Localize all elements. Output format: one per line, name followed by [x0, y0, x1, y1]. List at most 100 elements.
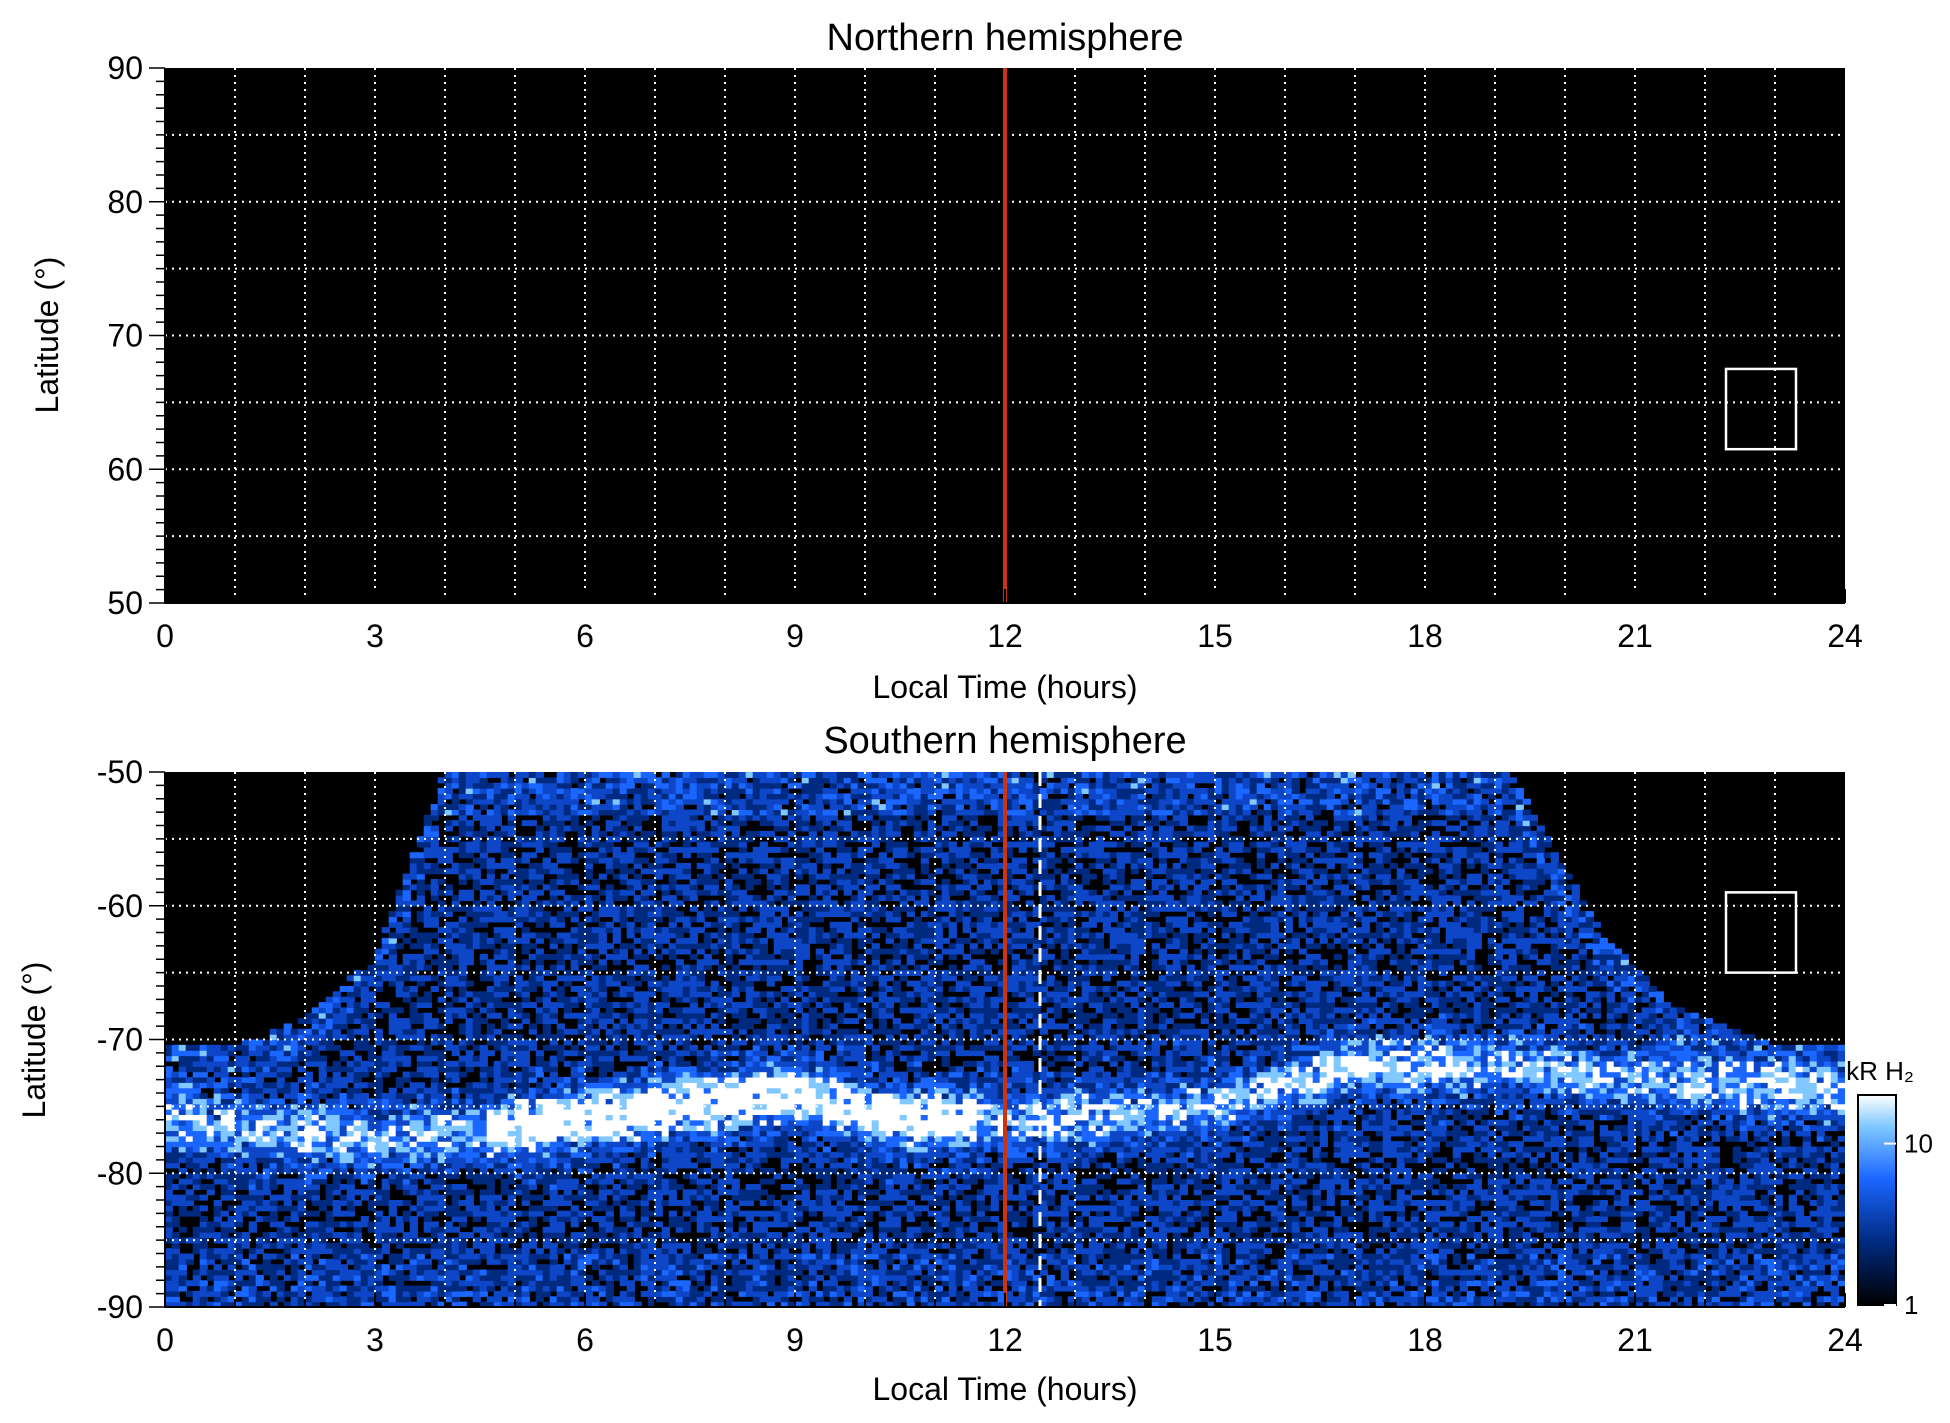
emission-cell — [241, 1109, 250, 1115]
emission-cell — [521, 1221, 530, 1228]
emission-cell — [633, 1055, 642, 1062]
emission-cell — [297, 1280, 306, 1287]
emission-cell — [619, 1301, 628, 1307]
emission-cell — [395, 1007, 404, 1014]
emission-cell — [465, 1290, 474, 1297]
emission-cell — [549, 804, 558, 811]
emission-cell — [220, 1060, 229, 1067]
emission-cell — [521, 820, 530, 827]
emission-cell — [500, 1226, 509, 1233]
emission-cell — [304, 1167, 313, 1174]
emission-cell — [346, 1028, 355, 1035]
emission-cell — [521, 1269, 530, 1276]
emission-cell — [633, 1119, 642, 1126]
emission-cell — [353, 1055, 362, 1062]
emission-cell — [682, 1290, 691, 1297]
emission-cell — [213, 1173, 222, 1180]
emission-cell — [507, 1178, 516, 1185]
emission-cell — [493, 905, 502, 912]
emission-cell — [325, 1146, 334, 1153]
emission-cell — [542, 804, 551, 811]
emission-cell — [563, 1012, 572, 1019]
emission-cell — [165, 1157, 173, 1164]
emission-cell — [318, 1242, 327, 1249]
emission-cell — [171, 1146, 180, 1153]
emission-cell — [640, 1146, 649, 1153]
emission-cell — [668, 857, 677, 864]
emission-cell — [710, 1258, 719, 1265]
emission-cell — [605, 1130, 614, 1137]
emission-cell — [528, 862, 537, 869]
emission-cell — [416, 1194, 425, 1201]
emission-cell — [493, 975, 502, 982]
emission-cell — [472, 830, 481, 837]
emission-cell — [269, 1071, 278, 1078]
emission-cell — [165, 1205, 173, 1212]
emission-cell — [213, 1055, 222, 1062]
emission-cell — [206, 1301, 215, 1307]
emission-cell — [416, 1002, 425, 1008]
emission-cell — [626, 1125, 635, 1132]
emission-cell — [507, 943, 516, 950]
emission-cell — [584, 986, 593, 992]
emission-cell — [570, 857, 579, 864]
emission-cell — [647, 948, 656, 955]
emission-cell — [528, 1125, 537, 1132]
emission-cell — [430, 1226, 439, 1233]
emission-cell — [619, 1114, 628, 1121]
emission-cell — [633, 777, 642, 784]
emission-cell — [479, 825, 488, 832]
emission-cell — [297, 1274, 306, 1281]
emission-cell — [549, 1007, 558, 1014]
emission-cell — [612, 820, 621, 827]
emission-cell — [360, 1125, 369, 1132]
emission-cell — [269, 1082, 278, 1089]
emission-cell — [325, 1221, 334, 1228]
emission-cell — [640, 1242, 649, 1249]
emission-cell — [409, 1216, 418, 1222]
emission-cell — [234, 1167, 243, 1174]
emission-cell — [416, 1301, 425, 1307]
emission-cell — [472, 1125, 481, 1132]
emission-cell — [458, 1071, 467, 1078]
emission-cell — [486, 1028, 495, 1035]
emission-cell — [703, 1018, 712, 1025]
emission-cell — [381, 1060, 390, 1067]
emission-cell — [318, 1082, 327, 1089]
emission-cell — [318, 1066, 327, 1073]
emission-cell — [570, 986, 579, 992]
emission-cell — [269, 1044, 278, 1051]
emission-cell — [388, 1028, 397, 1035]
emission-cell — [451, 1060, 460, 1067]
emission-cell — [486, 1146, 495, 1153]
emission-cell — [710, 846, 719, 853]
emission-cell — [591, 1232, 600, 1239]
emission-cell — [276, 1119, 285, 1126]
emission-cell — [500, 809, 509, 816]
emission-cell — [528, 1253, 537, 1260]
emission-cell — [472, 1226, 481, 1233]
emission-cell — [388, 1157, 397, 1164]
emission-cell — [346, 1098, 355, 1105]
emission-cell — [430, 1125, 439, 1132]
emission-cell — [486, 1183, 495, 1190]
emission-cell — [542, 1002, 551, 1008]
emission-cell — [514, 1301, 523, 1307]
emission-cell — [332, 1189, 341, 1196]
emission-cell — [486, 1178, 495, 1185]
emission-cell — [339, 1023, 348, 1030]
emission-cell — [682, 1066, 691, 1073]
emission-cell — [696, 1018, 705, 1025]
north-x-tick-label: 0 — [156, 618, 174, 654]
emission-cell — [241, 1280, 250, 1287]
emission-cell — [675, 1060, 684, 1067]
emission-cell — [325, 1034, 334, 1041]
emission-cell — [346, 1221, 355, 1228]
emission-cell — [374, 1296, 383, 1303]
emission-cell — [654, 1093, 663, 1099]
emission-cell — [689, 1082, 698, 1089]
emission-cell — [234, 1135, 243, 1142]
emission-cell — [577, 1151, 586, 1158]
emission-cell — [633, 1221, 642, 1228]
emission-cell — [402, 1157, 411, 1164]
